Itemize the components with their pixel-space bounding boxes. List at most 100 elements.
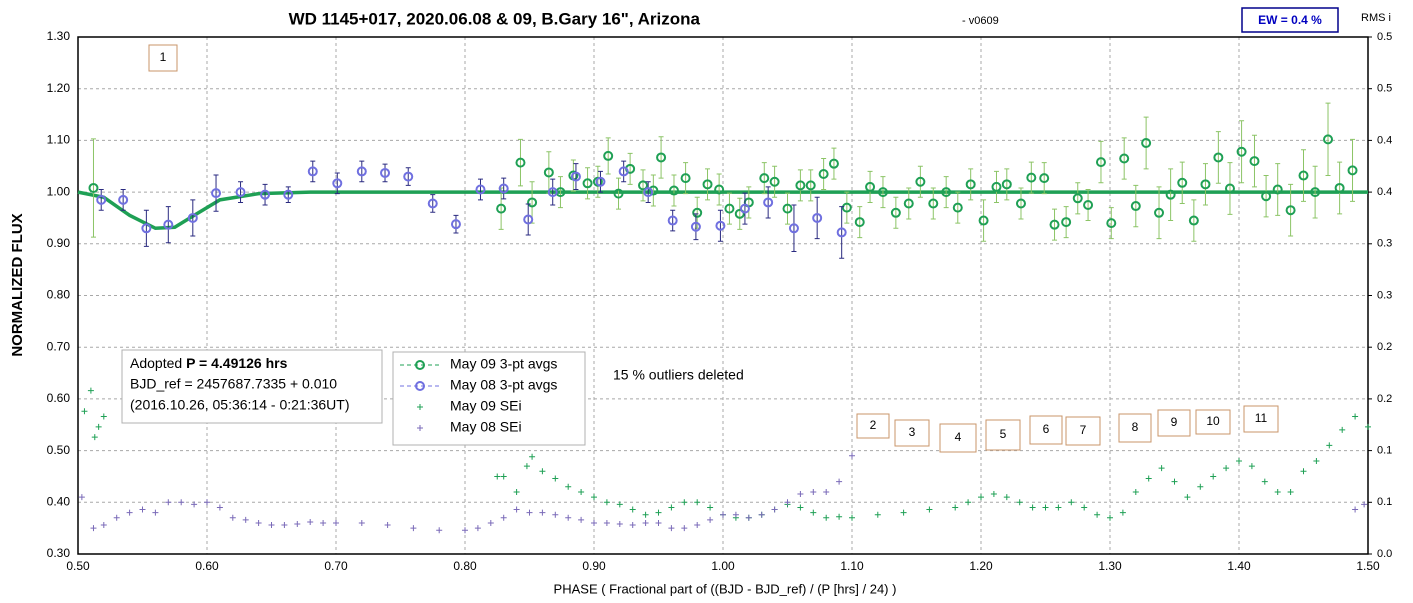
data-point	[1039, 173, 1050, 184]
data-point	[952, 202, 963, 213]
x-tick-label: 1.30	[1098, 559, 1122, 573]
data-point	[591, 519, 597, 526]
data-point	[707, 516, 714, 523]
error-bar	[650, 174, 656, 207]
overlay: Adopted P = 4.49126 hrs BJD_ref = 245768…	[121, 44, 1279, 453]
ew-box	[1241, 7, 1339, 33]
data-point	[235, 187, 246, 198]
data-point	[1285, 205, 1296, 216]
data-point	[1223, 465, 1230, 472]
data-point	[1107, 514, 1113, 521]
error-bar	[570, 159, 576, 192]
data-point	[928, 198, 939, 209]
error-bar	[1108, 207, 1114, 240]
error-bar	[334, 172, 340, 195]
data-point	[436, 527, 443, 534]
ew-label: EW = 0.4 %	[1258, 13, 1322, 27]
error-bar	[238, 181, 244, 203]
error-bar	[993, 170, 999, 203]
data-point	[543, 167, 554, 178]
data-point	[515, 157, 526, 168]
error-bar	[1028, 161, 1034, 194]
y2-tick-label: 0.3	[1377, 238, 1392, 250]
error-bar	[1301, 149, 1306, 202]
data-point	[204, 499, 210, 506]
data-point	[78, 494, 85, 501]
data-point	[707, 504, 714, 511]
data-point	[900, 509, 907, 516]
error-bar	[906, 187, 912, 220]
marker-box	[1118, 413, 1152, 443]
x-axis-title: PHASE ( Fractional part of ((BJD - BJD_r…	[554, 581, 897, 596]
error-bar	[772, 165, 778, 198]
data-point	[578, 488, 585, 495]
error-bar	[405, 167, 411, 186]
error-bar	[310, 160, 316, 183]
error-bar	[557, 176, 563, 209]
error-bar	[382, 163, 388, 183]
data-point	[613, 188, 624, 199]
x-tick-label: 1.40	[1227, 559, 1251, 573]
y-tick-label: 0.90	[47, 236, 71, 250]
data-point	[1188, 215, 1199, 226]
error-bar	[477, 178, 483, 201]
data-point	[903, 198, 914, 209]
data-point	[1334, 182, 1345, 193]
error-bar	[726, 192, 732, 225]
data-point	[771, 506, 778, 513]
data-point	[1310, 187, 1321, 198]
data-point	[1072, 193, 1083, 204]
data-point	[836, 478, 843, 485]
data-point	[1141, 137, 1152, 148]
data-point	[1049, 219, 1060, 230]
data-point	[603, 499, 610, 506]
data-point	[784, 499, 791, 506]
data-point	[539, 468, 546, 475]
error-bar	[573, 163, 579, 191]
error-bar	[1263, 175, 1269, 218]
data-point	[978, 215, 989, 226]
error-bar	[1179, 161, 1185, 204]
data-point	[1272, 184, 1283, 195]
error-bar	[453, 214, 459, 234]
data-point	[356, 166, 367, 177]
data-point	[474, 525, 481, 532]
error-bar	[597, 170, 603, 193]
data-point	[1249, 156, 1260, 167]
data-point	[191, 501, 198, 508]
error-bar	[808, 169, 814, 202]
data-point	[91, 434, 98, 441]
data-point	[1274, 488, 1281, 495]
y-tick-label: 0.70	[47, 339, 71, 353]
data-point	[1352, 413, 1359, 420]
error-bar	[98, 189, 104, 211]
data-point	[552, 511, 559, 518]
data-point	[332, 178, 343, 189]
error-bar	[893, 196, 899, 229]
error-bar	[930, 187, 936, 220]
data-point	[1068, 499, 1075, 506]
annotation-box	[121, 349, 383, 424]
data-point	[681, 525, 688, 532]
data-point	[211, 188, 222, 199]
data-point	[1029, 504, 1036, 511]
data-point	[782, 203, 793, 214]
x-tick-label: 0.70	[324, 559, 348, 573]
data-point	[500, 514, 507, 521]
y2-axis-title: RMS i	[1361, 12, 1391, 24]
data-point	[260, 189, 271, 200]
y2-tick-label: 0.0	[1377, 548, 1392, 560]
data-point	[655, 519, 662, 526]
error-bar	[1337, 161, 1343, 215]
data-point	[523, 463, 530, 470]
data-point	[668, 525, 675, 532]
x-tick-label: 0.60	[195, 559, 219, 573]
data-point	[724, 203, 735, 214]
x-tick-label: 1.20	[969, 559, 993, 573]
marker-box	[1195, 409, 1231, 435]
data-point	[849, 452, 855, 459]
error-bar	[1168, 168, 1174, 222]
marker-box	[1065, 416, 1101, 446]
error-bar	[917, 165, 923, 198]
